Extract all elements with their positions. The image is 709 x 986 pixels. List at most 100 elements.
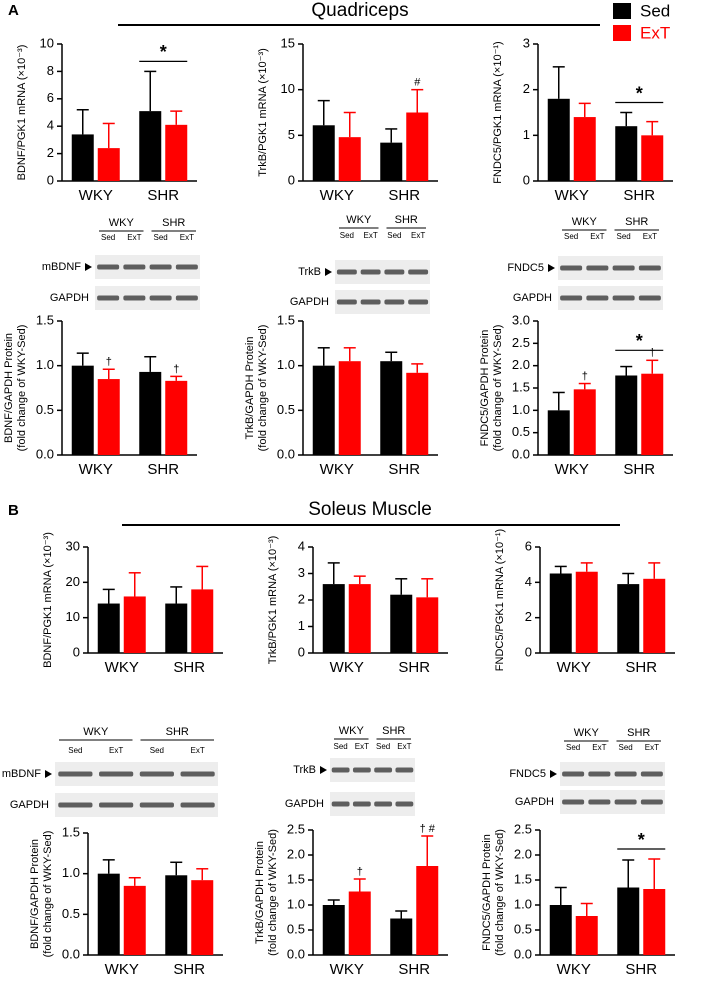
blot-arrowhead [320, 766, 327, 774]
bar [123, 885, 146, 955]
panel-label: A [8, 2, 19, 19]
x-tick-label: SHR [623, 187, 655, 204]
significance-label: † [582, 370, 588, 382]
blot-protein-label: GAPDH [515, 796, 554, 808]
x-tick-label: WKY [105, 659, 139, 676]
blot-lane-label: Sed [334, 742, 348, 751]
blot-lane-label: ExT [109, 746, 123, 755]
y-tick-label: 2 [523, 81, 530, 96]
blot-group-label: WKY [346, 214, 372, 226]
blot-group-label: SHR [382, 725, 405, 737]
blot-band [384, 269, 405, 275]
bar [165, 603, 188, 653]
x-tick-label: WKY [557, 961, 591, 978]
bar [643, 889, 666, 955]
y-axis-label: TrkB/GAPDH Protein [254, 841, 266, 944]
y-tick-label: 0.0 [36, 446, 54, 461]
significance-label: † [649, 347, 655, 359]
x-tick-label: SHR [625, 659, 657, 676]
blot-lane-label: ExT [592, 743, 606, 752]
y-axis-label: (fold change of WKY-Sed) [16, 325, 28, 452]
bar [191, 880, 214, 955]
blot-group-label: WKY [572, 216, 598, 228]
blot-lane-label: Sed [376, 742, 390, 751]
bar [123, 596, 146, 653]
blot-group-label: SHR [627, 727, 650, 739]
y-tick-label: 0.5 [277, 402, 295, 417]
bar [71, 365, 94, 455]
bar [641, 135, 664, 181]
y-tick-label: 0.0 [514, 946, 532, 961]
x-tick-label: WKY [320, 187, 354, 204]
blot-arrowhead [85, 263, 92, 271]
blot-group-label: WKY [109, 217, 135, 229]
blot-arrowhead [325, 268, 332, 276]
y-tick-label: 0.0 [512, 446, 530, 461]
y-tick-label: 2.5 [512, 335, 530, 350]
blot-band [175, 264, 198, 270]
y-axis-label: (fold change of WKY-Sed) [42, 831, 54, 958]
blot-arrowhead [548, 264, 555, 272]
y-axis-label: (fold change of WKY-Sed) [492, 325, 504, 452]
y-tick-label: 2.0 [514, 846, 532, 861]
x-tick-label: WKY [320, 461, 354, 478]
bar [191, 589, 214, 653]
blot-band [562, 771, 585, 777]
bar [416, 866, 439, 955]
blot-band [408, 269, 429, 275]
blot-band [638, 265, 661, 271]
blot-band [331, 801, 350, 807]
y-axis-label: BDNF/GAPDH Protein [3, 333, 15, 443]
bar [575, 916, 598, 955]
bar [97, 379, 120, 455]
blot-group-label: SHR [166, 726, 189, 738]
blot-band [139, 771, 174, 777]
blot-protein-label: mBDNF [2, 768, 41, 780]
blot-lane-label: ExT [180, 233, 194, 242]
significance-label: † [106, 356, 112, 368]
blot-band [560, 265, 583, 271]
y-axis-label: (fold change of WKY-Sed) [257, 325, 269, 452]
blot-lane-label: Sed [564, 232, 578, 241]
blot-band [99, 802, 134, 808]
x-tick-label: SHR [625, 961, 657, 978]
blot-band [97, 295, 120, 301]
blot-band [614, 771, 637, 777]
blot-band [374, 767, 393, 773]
blot-protein-label: GAPDH [285, 798, 324, 810]
blot-lane-label: Sed [340, 231, 354, 240]
x-tick-label: WKY [79, 461, 113, 478]
x-tick-label: WKY [330, 961, 364, 978]
x-tick-label: SHR [147, 461, 179, 478]
section-title: Soleus Muscle [308, 499, 432, 520]
bar [348, 891, 371, 955]
blot-lane-label: Sed [566, 743, 580, 752]
bar [615, 126, 638, 181]
bar [312, 365, 335, 455]
y-tick-label: 0.5 [62, 906, 80, 921]
blot-band [149, 295, 172, 301]
bar [97, 873, 120, 955]
significance-label: † # [420, 823, 436, 835]
blot-band [180, 802, 215, 808]
blot-band [123, 295, 146, 301]
y-tick-label: 3 [523, 35, 530, 50]
bar [416, 597, 439, 653]
y-tick-label: 8 [47, 63, 54, 78]
x-tick-label: WKY [79, 187, 113, 204]
y-axis-label: FNDC5/GAPDH Protein [481, 834, 493, 951]
y-axis-label: BDNF/PGK1 mRNA (×10⁻³) [42, 532, 54, 668]
bar [643, 578, 666, 653]
significance-label: * [636, 83, 643, 103]
blot-lane-label: Sed [619, 743, 633, 752]
y-tick-label: 2 [525, 609, 532, 624]
y-axis-label: BDNF/GAPDH Protein [29, 839, 41, 949]
y-axis-label: FNDC5/PGK1 mRNA (×10⁻¹) [494, 529, 506, 671]
panel-label: B [8, 502, 19, 519]
bar [406, 112, 429, 181]
blot-lane-label: ExT [590, 232, 604, 241]
y-tick-label: 0.0 [287, 946, 305, 961]
y-tick-label: 0.5 [512, 424, 530, 439]
blot-band [336, 299, 357, 305]
y-tick-label: 1 [523, 127, 530, 142]
